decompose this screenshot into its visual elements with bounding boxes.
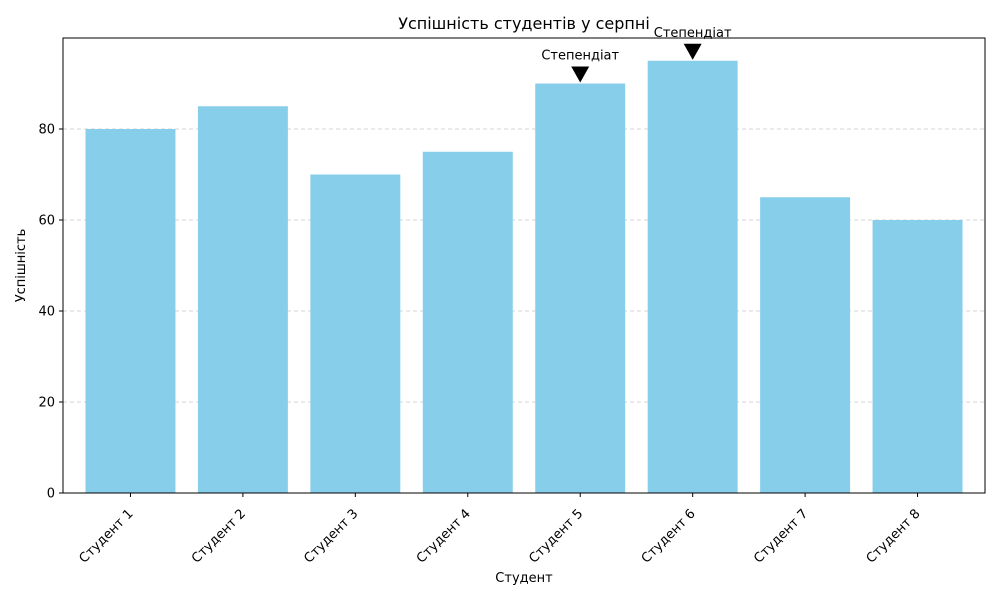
bar [647, 60, 738, 493]
bar [422, 151, 513, 493]
y-axis-label: Успішність [14, 229, 29, 303]
annotations: Степендіат Степендіат [541, 26, 732, 83]
y-tick-label: 0 [47, 487, 55, 502]
bar [760, 197, 851, 493]
bar [310, 174, 401, 493]
annotation-label: Степендіат [654, 26, 732, 41]
y-tick-label: 80 [38, 123, 55, 138]
bar [197, 106, 288, 493]
plot-frame [62, 37, 986, 494]
annotation-arrow [571, 66, 590, 83]
annotation-label: Степендіат [541, 49, 619, 64]
x-axis-label: Студент [495, 571, 553, 586]
y-tick-label: 60 [38, 214, 55, 229]
y-tick-label: 20 [38, 396, 55, 411]
y-tick-label: 40 [38, 305, 55, 320]
bar [85, 129, 176, 493]
bar [535, 83, 626, 493]
bars [85, 60, 963, 493]
annotation-arrow [683, 43, 702, 60]
chart-title: Успішність студентів у серпні [398, 14, 650, 33]
bar [872, 220, 963, 493]
